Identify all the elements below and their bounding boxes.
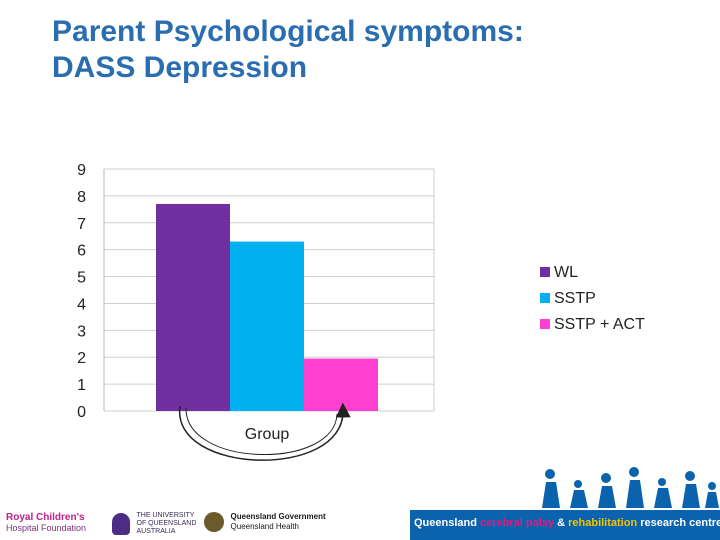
legend-label: SSTP (554, 290, 596, 307)
x-category-label: Group (245, 426, 290, 443)
uq-logo-line-2: OF QUEENSLAND (136, 520, 197, 527)
qg-logo-line-2: Queensland Health (230, 522, 300, 531)
y-tick-label: 1 (77, 377, 86, 394)
research-centre-name: Queensland cerebral palsy & rehabilitati… (414, 517, 720, 529)
uq-crest-icon (112, 513, 130, 535)
legend-label: SSTP + ACT (554, 316, 645, 333)
bar-sstp-act (304, 358, 378, 411)
annotation-arrow (179, 402, 351, 461)
qld-crest-icon (204, 512, 224, 532)
y-tick-label: 2 (77, 350, 86, 367)
bar-wl (156, 203, 230, 411)
y-tick-label: 6 (77, 243, 86, 260)
uq-logo: THE UNIVERSITY OF QUEENSLAND AUSTRALIA (112, 512, 202, 538)
footer-text-research-centre: research centre (640, 517, 720, 529)
rch-logo-line-1: Royal Children's (6, 512, 85, 523)
annotation-arrow-inner (185, 407, 338, 456)
rch-foundation-logo: Royal Children's Hospital Foundation (6, 512, 106, 538)
y-tick-label: 4 (77, 296, 86, 313)
y-tick-label: 5 (77, 270, 86, 287)
qg-logo-line-1: Queensland Government (230, 512, 326, 521)
legend-swatch (540, 319, 550, 329)
y-tick-label: 7 (77, 216, 86, 233)
bar-sstp (230, 241, 304, 411)
legend-swatch (540, 293, 550, 303)
rch-logo-line-2: Hospital Foundation (6, 523, 87, 533)
footer-text-queensland: Queensland (414, 517, 477, 529)
y-tick-label: 3 (77, 323, 86, 340)
footer-text-rehabilitation: rehabilitation (568, 517, 638, 529)
legend-label: WL (554, 264, 578, 281)
slide-title: Parent Psychological symptoms: DASS Depr… (52, 14, 692, 86)
footer-text-ampersand: & (557, 517, 566, 529)
footer-text-cerebral-palsy: cerebral palsy (480, 517, 555, 529)
uq-logo-line-3: AUSTRALIA (136, 528, 176, 535)
y-tick-label: 0 (77, 404, 86, 421)
title-line-1: Parent Psychological symptoms: (52, 15, 524, 48)
y-tick-label: 8 (77, 189, 86, 206)
y-tick-label: 9 (77, 162, 86, 179)
qld-government-logo: Queensland Government Queensland Health (204, 512, 354, 538)
title-line-2: DASS Depression (52, 51, 308, 84)
children-silhouettes-icon (542, 467, 719, 508)
uq-logo-line-1: THE UNIVERSITY (136, 512, 195, 519)
legend-swatch (540, 267, 550, 277)
